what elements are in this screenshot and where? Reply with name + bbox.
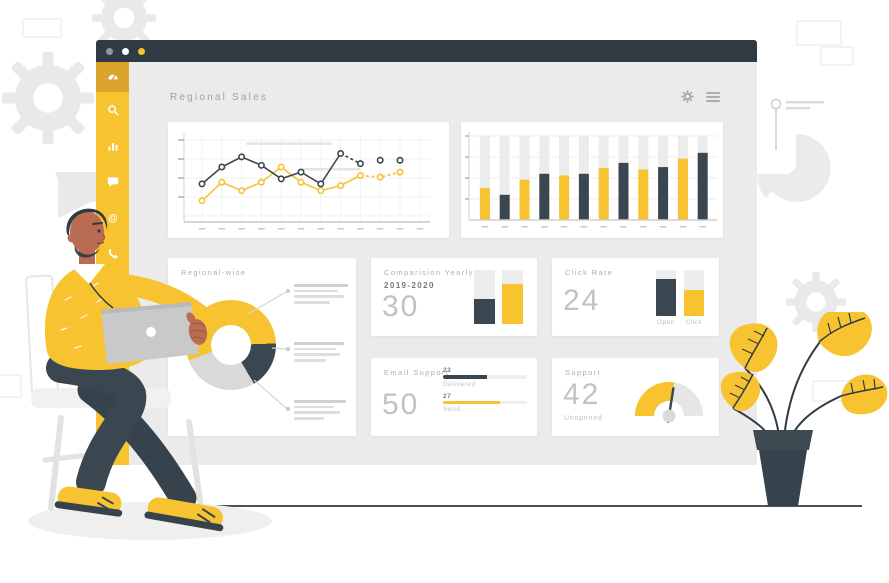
support-gauge-chart bbox=[635, 382, 703, 424]
panel-comparison-yearly: Comparision Yearly 2019-2020 30 bbox=[371, 258, 537, 336]
metric-value: 24 bbox=[563, 284, 601, 317]
panel-email-support: Email Support 50 23 Delivered 27 Send bbox=[371, 358, 537, 436]
window-control-dot[interactable] bbox=[106, 47, 113, 55]
gear-icon bbox=[2, 52, 94, 144]
svg-text:@: @ bbox=[108, 213, 118, 224]
at-icon: @ bbox=[106, 211, 120, 225]
bar-label: Click bbox=[685, 319, 703, 326]
window-control-dot[interactable] bbox=[138, 47, 145, 55]
pot bbox=[753, 430, 813, 506]
panel-title: Email Support bbox=[384, 368, 450, 377]
progress-label: Delivered bbox=[443, 380, 476, 388]
panel-line-chart bbox=[168, 122, 449, 238]
callout-pin-decor bbox=[770, 98, 824, 150]
regional-sales-line-chart bbox=[178, 134, 430, 230]
panel-subtitle: 2019-2020 bbox=[384, 281, 435, 290]
shoe bbox=[144, 497, 224, 532]
leaves bbox=[720, 312, 888, 415]
legend-placeholder bbox=[294, 342, 350, 365]
panel-title: Click Rate bbox=[565, 268, 614, 277]
sidebar-item-bar-chart[interactable] bbox=[96, 128, 129, 164]
mini-bar bbox=[656, 270, 676, 316]
page-title: Regional Sales bbox=[170, 92, 269, 103]
progress-label: Send bbox=[443, 406, 461, 413]
window-control-dot[interactable] bbox=[122, 47, 129, 55]
panel-bar-chart bbox=[461, 122, 723, 238]
monthly-bar-chart bbox=[465, 132, 717, 228]
settings-gear-icon[interactable] bbox=[680, 89, 695, 104]
metric-value: 30 bbox=[382, 290, 420, 323]
sidebar-item-dashboard[interactable] bbox=[96, 62, 129, 92]
phone-icon bbox=[106, 247, 120, 261]
progress-value: 23 bbox=[443, 367, 452, 374]
donut-hole bbox=[211, 325, 251, 365]
sidebar-item-at[interactable]: @ bbox=[96, 200, 129, 236]
metric-value: 50 bbox=[382, 388, 420, 421]
dashboard-content: Regional Sales Region bbox=[129, 62, 757, 465]
bar-label: Open bbox=[657, 319, 675, 326]
pie-chart-decor bbox=[756, 133, 831, 202]
laptop bbox=[101, 302, 199, 364]
floor-line bbox=[150, 505, 862, 507]
panel-click-rate: Click Rate 24 Open Click bbox=[552, 258, 719, 336]
sidebar-item-phone[interactable] bbox=[96, 236, 129, 272]
progress-bar bbox=[443, 375, 527, 379]
panel-title: Regional-wise bbox=[181, 268, 247, 277]
shoe bbox=[54, 486, 123, 517]
donut-callout-lines bbox=[247, 288, 291, 412]
browser-window: @ Regional Sales bbox=[96, 40, 757, 465]
chat-icon bbox=[106, 175, 120, 189]
hair bbox=[66, 208, 108, 236]
panel-title: Comparision Yearly bbox=[384, 268, 474, 277]
legend-placeholder bbox=[294, 400, 350, 423]
mini-bar bbox=[474, 270, 495, 324]
decor-rect bbox=[0, 374, 22, 398]
progress-bar bbox=[443, 400, 527, 404]
pie-chart-decor bbox=[55, 172, 102, 218]
menu-icon[interactable] bbox=[706, 92, 720, 102]
bar-chart-icon bbox=[106, 139, 120, 153]
panel-title: Support bbox=[565, 368, 602, 377]
sidebar-item-search[interactable] bbox=[96, 92, 129, 128]
sidebar-item-chat[interactable] bbox=[96, 164, 129, 200]
metric-value: 42 bbox=[563, 378, 601, 411]
decor-rect bbox=[796, 20, 842, 46]
dashboard-icon bbox=[106, 70, 120, 84]
window-titlebar bbox=[96, 40, 757, 62]
mini-bar bbox=[684, 270, 704, 316]
panel-support: Support 42 Unopened bbox=[552, 358, 719, 436]
hand bbox=[186, 312, 208, 345]
metric-sublabel: Unopened bbox=[564, 415, 603, 422]
plant-illustration bbox=[720, 312, 888, 506]
search-icon bbox=[106, 103, 120, 117]
progress-value: 27 bbox=[443, 392, 452, 400]
panel-regional-wise: Regional-wise bbox=[168, 258, 356, 436]
email-progress-rows: 23 Delivered 27 Send bbox=[443, 367, 527, 418]
decor-rect bbox=[22, 18, 62, 38]
mini-bar bbox=[502, 270, 523, 324]
legend-placeholder bbox=[294, 284, 350, 307]
person-illustration bbox=[25, 208, 224, 532]
decor-rect bbox=[820, 46, 854, 66]
